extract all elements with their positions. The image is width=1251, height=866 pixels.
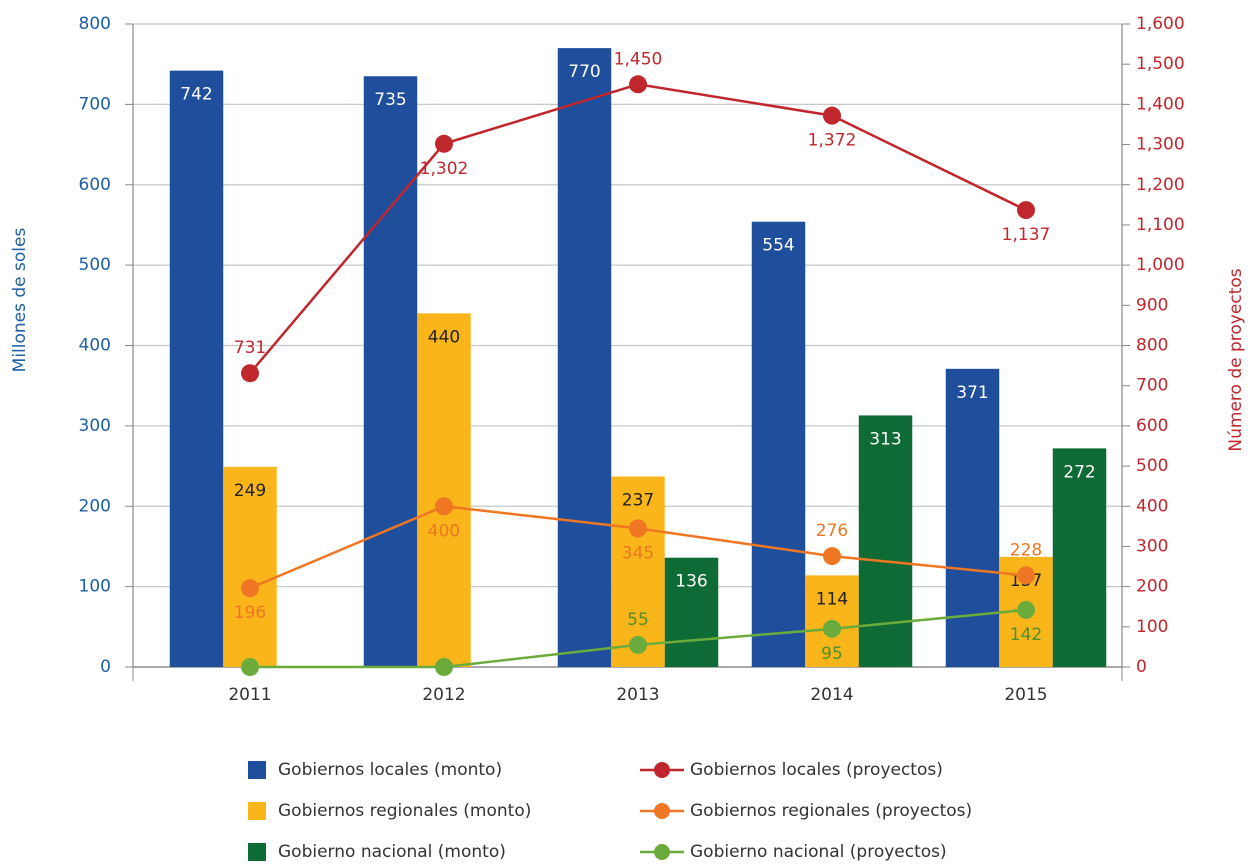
y2-tick-label: 900	[1136, 295, 1168, 315]
bar	[363, 76, 418, 667]
line-marker	[1017, 600, 1035, 619]
legend-label: Gobiernos regionales (proyectos)	[690, 801, 972, 821]
y-axis-title: Millones de soles	[10, 228, 30, 373]
line-value-label: 1,302	[420, 159, 469, 179]
y-tick-label: 600	[79, 175, 111, 195]
line-value-label: 1,137	[1002, 225, 1051, 245]
y-tick-label: 200	[79, 496, 111, 516]
line-marker	[435, 658, 453, 676]
y-tick-label: 500	[79, 255, 111, 275]
x-tick-label: 2013	[616, 685, 659, 705]
line-marker	[1017, 201, 1035, 220]
y2-tick-label: 800	[1136, 336, 1168, 356]
y2-tick-label: 400	[1136, 496, 1168, 516]
bar	[858, 415, 913, 667]
y2-tick-label: 1,600	[1136, 14, 1185, 34]
y2-tick-label: 1,500	[1136, 54, 1185, 74]
line-value-label: 55	[627, 610, 649, 630]
y2-tick-label: 1,200	[1136, 175, 1185, 195]
line-marker	[823, 106, 841, 125]
bar	[223, 466, 277, 667]
bar-value-label: 237	[622, 491, 654, 511]
line-marker	[435, 497, 453, 516]
bar-value-label: 554	[762, 236, 794, 256]
line-marker	[823, 619, 841, 638]
line-marker	[241, 658, 259, 676]
y2-tick-label: 300	[1136, 536, 1168, 556]
line-marker	[435, 134, 453, 153]
y2-tick-label: 1,000	[1136, 255, 1185, 275]
bar	[664, 557, 719, 667]
bar-value-label: 249	[234, 481, 266, 501]
x-tick-label: 2015	[1004, 685, 1047, 705]
line-value-label: 400	[428, 521, 460, 541]
bar-value-label: 313	[869, 429, 901, 449]
legend-marker	[654, 762, 670, 778]
legend-label: Gobierno nacional (proyectos)	[690, 842, 947, 862]
y-tick-label: 700	[79, 94, 111, 114]
bar-value-label: 770	[568, 62, 600, 82]
line-value-label: 276	[816, 521, 848, 541]
y2-axis-title: Número de proyectos	[1226, 268, 1246, 451]
line-marker	[241, 364, 259, 383]
y-tick-label: 100	[79, 577, 111, 597]
legend-label: Gobiernos locales (monto)	[278, 760, 502, 780]
bar	[945, 368, 1000, 667]
y2-tick-label: 0	[1136, 657, 1147, 677]
x-tick-label: 2012	[422, 685, 465, 705]
line-value-label: 228	[1010, 540, 1042, 560]
legend-swatch	[248, 802, 266, 820]
y2-tick-label: 1,400	[1136, 94, 1185, 114]
bar	[751, 221, 806, 667]
y2-tick-label: 500	[1136, 456, 1168, 476]
line-value-label: 1,450	[614, 49, 663, 69]
x-tick-label: 2011	[228, 685, 271, 705]
y2-tick-label: 600	[1136, 416, 1168, 436]
line-marker	[629, 635, 647, 654]
y-tick-label: 400	[79, 336, 111, 356]
bar	[1052, 448, 1107, 667]
y-tick-label: 300	[79, 416, 111, 436]
y-tick-label: 800	[79, 14, 111, 34]
line-value-label: 731	[234, 338, 266, 358]
x-tick-label: 2014	[810, 685, 853, 705]
bar-value-label: 114	[816, 589, 848, 609]
line-marker	[241, 579, 259, 598]
legend-swatch	[248, 761, 266, 779]
legend-swatch	[248, 843, 266, 861]
bar-value-label: 136	[675, 572, 707, 592]
y2-tick-label: 1,300	[1136, 135, 1185, 155]
bar	[611, 476, 665, 667]
line-marker	[823, 547, 841, 566]
line-marker	[629, 75, 647, 94]
line-value-label: 142	[1010, 625, 1042, 645]
line-value-label: 95	[821, 644, 843, 664]
y-tick-label: 0	[100, 657, 111, 677]
line-marker	[1017, 566, 1035, 585]
legend-label: Gobierno nacional (monto)	[278, 842, 506, 862]
y2-tick-label: 100	[1136, 617, 1168, 637]
legend-marker	[654, 844, 670, 860]
line-value-label: 345	[622, 543, 654, 563]
legend-label: Gobiernos locales (proyectos)	[690, 760, 943, 780]
y2-tick-label: 200	[1136, 577, 1168, 597]
bar-value-label: 371	[956, 383, 988, 403]
bar	[169, 70, 224, 668]
line-value-label: 1,372	[808, 131, 857, 151]
y2-tick-label: 1,100	[1136, 215, 1185, 235]
legend-marker	[654, 803, 670, 819]
bar-value-label: 742	[180, 85, 212, 105]
y2-tick-label: 700	[1136, 376, 1168, 396]
bar-value-label: 272	[1063, 462, 1095, 482]
bar-value-label: 440	[428, 327, 460, 347]
bar	[417, 313, 471, 667]
line-marker	[629, 519, 647, 538]
bar-value-label: 735	[374, 90, 406, 110]
legend-label: Gobiernos regionales (monto)	[278, 801, 531, 821]
bar	[557, 48, 612, 668]
line-value-label: 196	[234, 603, 266, 623]
